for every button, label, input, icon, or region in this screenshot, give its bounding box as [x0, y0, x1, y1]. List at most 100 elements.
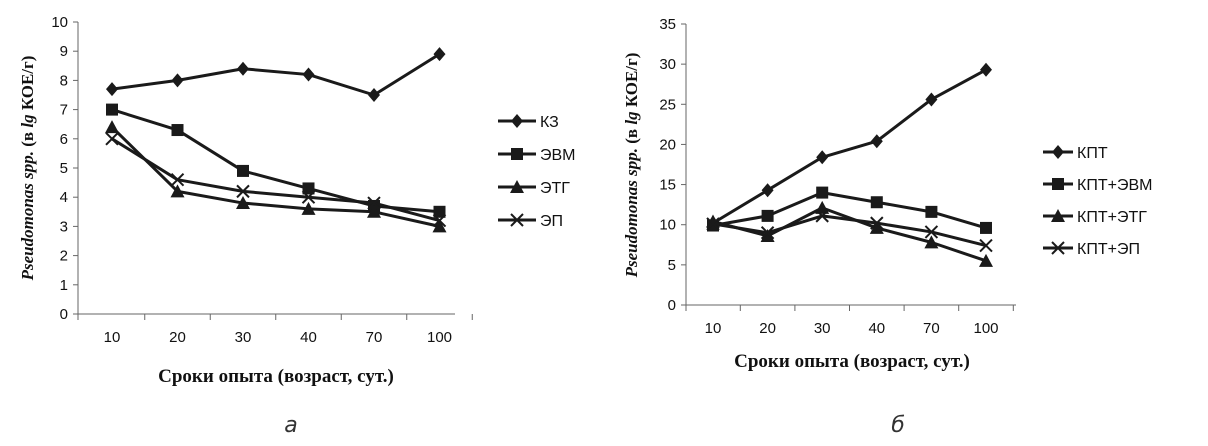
series-a-1	[106, 47, 446, 102]
y-axis-title-a-rest: КОЕ/г)	[18, 56, 37, 115]
plot-area-a: 0 1 2 3 4 5 6 7 8 9 10 10 20 30 40 70 100	[51, 14, 473, 346]
y-axis-title-a: Pseudomonas spp. (в lg КОЕ/г)	[18, 56, 37, 282]
legend-swatch-marker	[511, 114, 523, 128]
series-line	[111, 137, 440, 223]
series-b-3	[706, 200, 993, 267]
series-a-4	[105, 132, 447, 228]
series-line	[111, 52, 441, 97]
x-tick-label: 20	[759, 320, 776, 337]
data-point	[924, 235, 939, 249]
data-point	[302, 182, 315, 195]
data-point	[367, 204, 381, 218]
data-point	[433, 47, 446, 62]
y-axis-title-b: Pseudomonas spp. (в lg КОЕ/г)	[622, 53, 641, 279]
x-tick-label: 70	[923, 320, 940, 337]
x-tick-label: 40	[868, 320, 885, 337]
data-point	[870, 216, 884, 230]
legend-swatch-marker	[1052, 145, 1064, 159]
data-point	[105, 120, 119, 134]
x-tick-label: 40	[300, 329, 317, 346]
data-point	[171, 73, 184, 88]
data-point	[816, 150, 829, 165]
y-tick-label: 15	[659, 177, 676, 194]
data-point	[924, 225, 939, 239]
x-ticks-a: 10 20 30 40 70 100	[77, 314, 473, 346]
data-point	[760, 228, 775, 242]
data-point	[368, 88, 380, 102]
x-tick-label: 100	[973, 320, 998, 337]
y-tick-label: 1	[60, 277, 68, 294]
series-group-a	[105, 47, 447, 233]
y-axis-title-a-italic: Pseudomonas spp.	[18, 151, 37, 281]
data-point	[870, 196, 883, 209]
legend-item: КПТ	[1043, 145, 1108, 162]
y-axis-title-a-lg: lg	[18, 114, 37, 128]
data-point	[237, 61, 249, 76]
data-point	[106, 82, 118, 97]
data-point	[301, 190, 316, 204]
series-group-b	[706, 62, 993, 267]
data-point	[816, 186, 829, 199]
legend-swatch-marker	[1052, 178, 1064, 190]
y-ticks-a: 0 1 2 3 4 5 6 7 8 9 10	[51, 14, 78, 323]
x-axis-title-b: Сроки опыта (возраст, сут.)	[734, 351, 970, 372]
x-ticks-b: 10 20 30 40 70 100	[685, 305, 1014, 337]
data-point	[815, 200, 830, 214]
data-point	[170, 184, 185, 198]
data-point	[761, 183, 774, 198]
legend-label: ЭВМ	[540, 147, 576, 164]
legend-label: КПТ+ЭВМ	[1077, 177, 1152, 194]
series-b-1	[707, 62, 992, 231]
legend-item: КПТ+ЭТГ	[1043, 209, 1147, 226]
series-b-2	[707, 186, 992, 234]
y-tick-label: 0	[60, 306, 68, 323]
y-axis-title-a-mid: (в	[18, 128, 37, 151]
legend-label: КПТ	[1077, 145, 1108, 162]
legend-b: КПТ КПТ+ЭВМ КПТ+ЭТГ КПТ+ЭП	[1043, 145, 1152, 258]
data-point	[870, 134, 883, 149]
legend-label: ЭТГ	[540, 180, 570, 197]
data-point	[925, 205, 938, 218]
data-point	[302, 67, 315, 82]
y-axis-title-b-italic: Pseudomonas spp.	[622, 148, 641, 278]
data-point	[367, 196, 381, 210]
data-point	[979, 253, 993, 267]
series-a-2	[106, 103, 446, 218]
y-tick-label: 9	[60, 43, 68, 60]
data-point	[170, 172, 185, 187]
chart-panel-b: 0 5 10 15 20 25 30 35 10 20 30 40 70 100 Pseudomonas…	[622, 16, 1152, 438]
data-point	[869, 220, 884, 234]
data-point	[105, 132, 119, 146]
series-b-4	[706, 209, 993, 253]
legend-item: КПТ+ЭВМ	[1043, 177, 1152, 194]
legend-label: КПТ+ЭТГ	[1077, 209, 1147, 226]
legend-swatch-marker	[1051, 209, 1065, 222]
legend-a: КЗ ЭВМ ЭТГ ЭП	[498, 114, 576, 230]
x-tick-label: 20	[169, 329, 186, 346]
data-point	[980, 221, 992, 234]
y-tick-label: 10	[51, 14, 68, 31]
y-axis-title-b-mid: (в	[622, 125, 641, 148]
series-line	[712, 214, 987, 248]
legend-swatch-marker	[1051, 241, 1065, 255]
y-tick-label: 6	[60, 131, 68, 148]
y-ticks-b: 0 5 10 15 20 25 30 35	[659, 16, 686, 314]
series-line	[712, 191, 987, 230]
series-line	[111, 108, 440, 214]
data-point	[760, 226, 775, 240]
data-point	[236, 196, 250, 210]
y-tick-label: 10	[659, 217, 676, 234]
y-tick-label: 0	[668, 297, 676, 314]
legend-label: КЗ	[540, 114, 559, 131]
legend-swatch-marker	[510, 180, 524, 193]
y-tick-label: 35	[659, 16, 676, 33]
y-tick-label: 7	[60, 102, 68, 119]
legend-swatch-marker	[510, 213, 524, 227]
data-point	[171, 124, 184, 137]
x-tick-label: 100	[427, 329, 452, 346]
data-point	[979, 238, 993, 253]
x-axis-title-a: Сроки опыта (возраст, сут.)	[158, 366, 394, 387]
y-tick-label: 4	[60, 189, 68, 206]
x-tick-label: 30	[235, 329, 252, 346]
